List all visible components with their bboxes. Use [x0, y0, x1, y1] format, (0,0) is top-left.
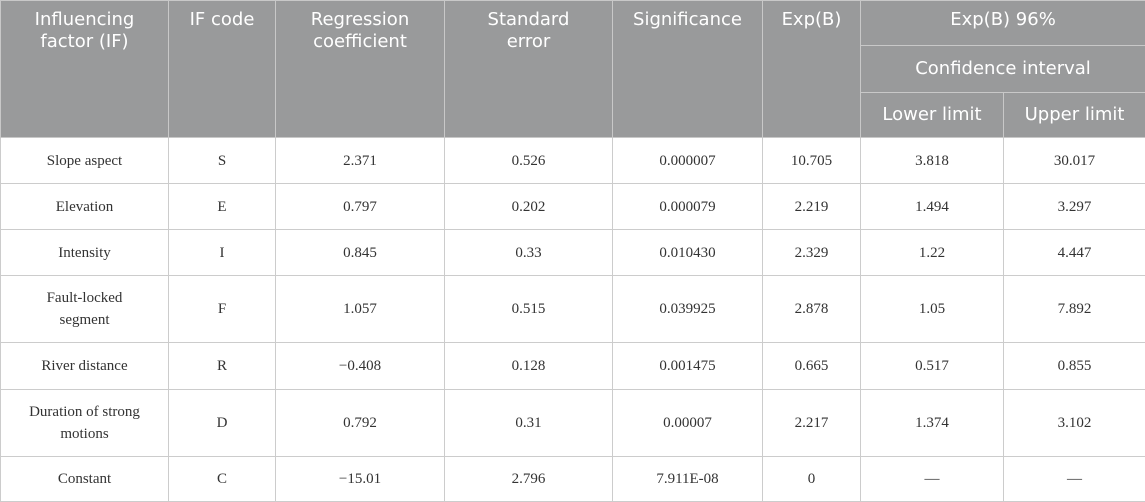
column-header: Significance: [613, 1, 763, 138]
table-cell: F: [169, 276, 276, 343]
table-cell: 3.102: [1004, 390, 1145, 457]
table-cell: 4.447: [1004, 230, 1145, 276]
table-cell: 0.792: [276, 390, 445, 457]
table-cell: —: [861, 457, 1004, 502]
table-cell: Slope aspect: [1, 138, 169, 184]
table-cell: 0.010430: [613, 230, 763, 276]
table-cell: 0: [763, 457, 861, 502]
table-cell: Intensity: [1, 230, 169, 276]
table-cell: Fault-locked segment: [1, 276, 169, 343]
table-cell: 2.217: [763, 390, 861, 457]
table-cell: 0.517: [861, 343, 1004, 390]
table-cell: 2.371: [276, 138, 445, 184]
table-cell: —: [1004, 457, 1145, 502]
table-cell: 1.494: [861, 184, 1004, 230]
table-cell: −0.408: [276, 343, 445, 390]
table-cell: 1.057: [276, 276, 445, 343]
table-cell: 3.818: [861, 138, 1004, 184]
subcolumn-header: Upper limit: [1004, 93, 1145, 138]
column-header: Exp(B) 96%: [861, 1, 1145, 46]
table-cell: R: [169, 343, 276, 390]
table-cell: 0.000007: [613, 138, 763, 184]
table-cell: C: [169, 457, 276, 502]
table-cell: Duration of strong motions: [1, 390, 169, 457]
group-header: Confidence interval: [861, 46, 1145, 93]
table-cell: E: [169, 184, 276, 230]
table-cell: 30.017: [1004, 138, 1145, 184]
table-cell: 0.128: [445, 343, 613, 390]
table-cell: 2.219: [763, 184, 861, 230]
table-cell: 0.000079: [613, 184, 763, 230]
column-header: Exp(B): [763, 1, 861, 138]
table-cell: 7.892: [1004, 276, 1145, 343]
table-cell: 0.039925: [613, 276, 763, 343]
table-cell: River distance: [1, 343, 169, 390]
table-cell: 2.796: [445, 457, 613, 502]
table-cell: 0.665: [763, 343, 861, 390]
table-cell: 0.797: [276, 184, 445, 230]
table-cell: 0.515: [445, 276, 613, 343]
table-cell: 0.001475: [613, 343, 763, 390]
table-cell: Elevation: [1, 184, 169, 230]
table-cell: 3.297: [1004, 184, 1145, 230]
column-header: IF code: [169, 1, 276, 138]
table-cell: 10.705: [763, 138, 861, 184]
table-cell: 0.33: [445, 230, 613, 276]
table-cell: −15.01: [276, 457, 445, 502]
table-cell: 0.855: [1004, 343, 1145, 390]
table-cell: 1.374: [861, 390, 1004, 457]
table-cell: S: [169, 138, 276, 184]
table-cell: 1.05: [861, 276, 1004, 343]
table-cell: 2.878: [763, 276, 861, 343]
table-cell: 1.22: [861, 230, 1004, 276]
table-cell: 0.202: [445, 184, 613, 230]
table-cell: 2.329: [763, 230, 861, 276]
column-header: Standard error: [445, 1, 613, 138]
table-cell: Constant: [1, 457, 169, 502]
column-header: Influencing factor (IF): [1, 1, 169, 138]
column-header: Regression coefficient: [276, 1, 445, 138]
subcolumn-header: Lower limit: [861, 93, 1004, 138]
table-cell: I: [169, 230, 276, 276]
table-cell: D: [169, 390, 276, 457]
table-cell: 0.845: [276, 230, 445, 276]
table-cell: 0.526: [445, 138, 613, 184]
table-cell: 0.00007: [613, 390, 763, 457]
table-cell: 0.31: [445, 390, 613, 457]
table-cell: 7.911E-08: [613, 457, 763, 502]
